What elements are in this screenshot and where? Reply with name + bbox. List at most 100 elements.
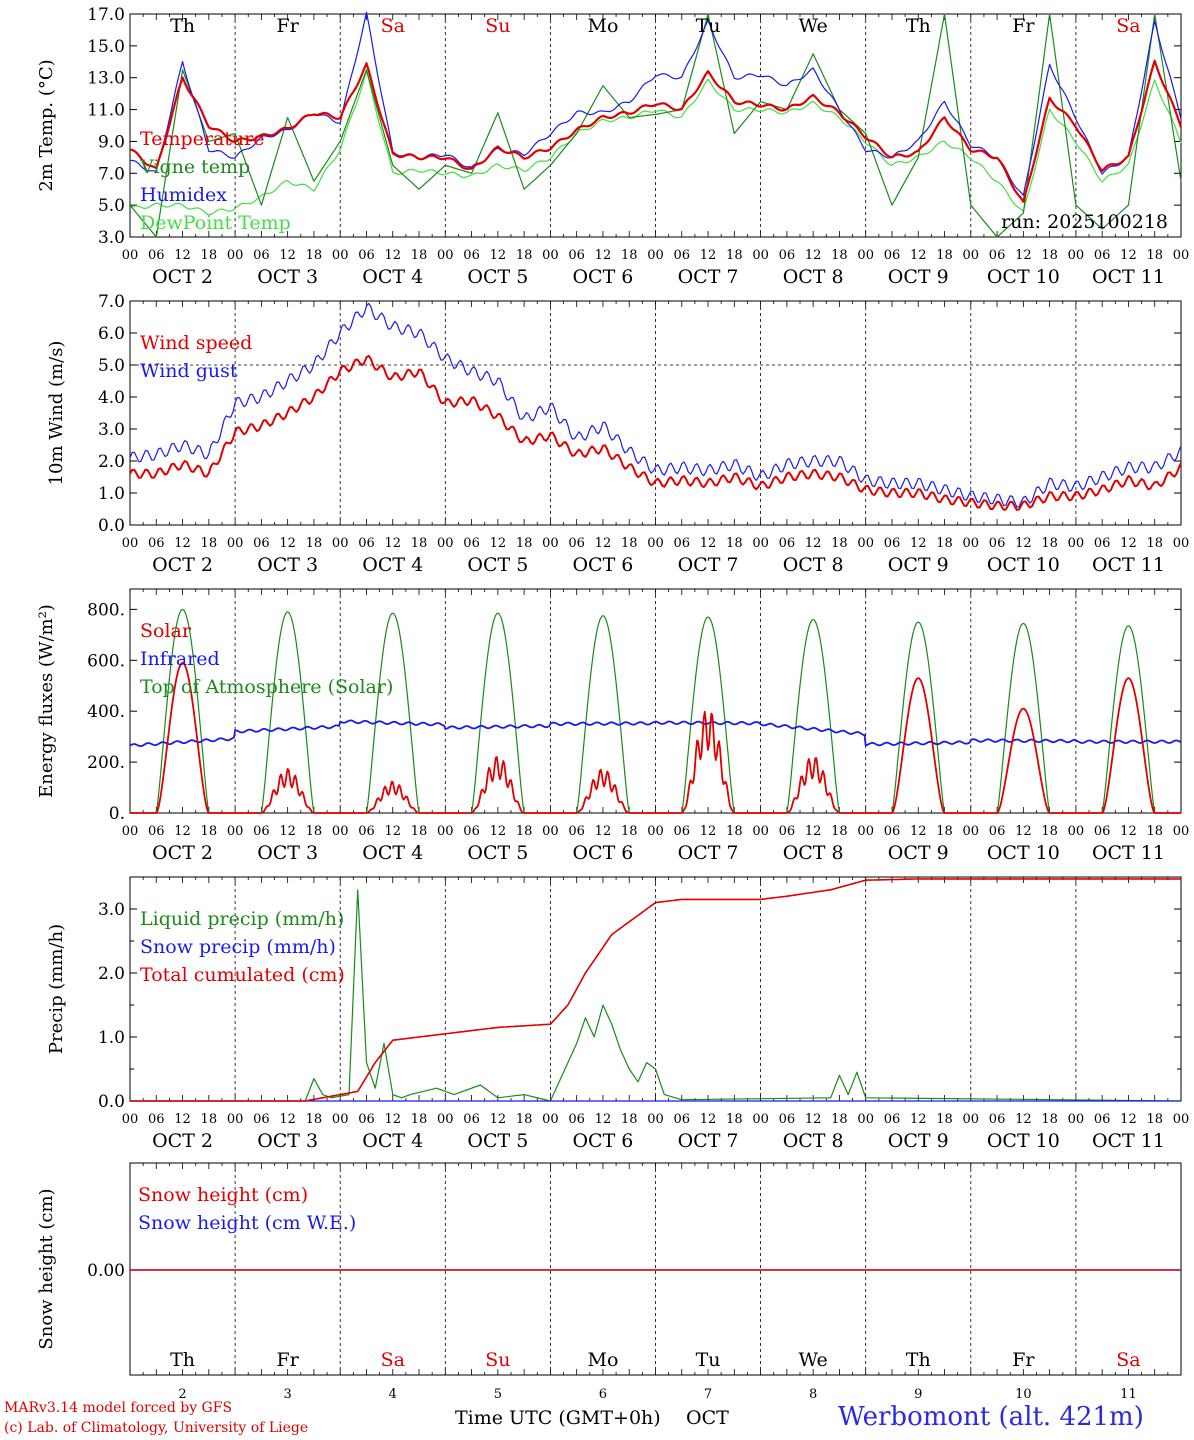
hour-tick-label: 00	[963, 1112, 980, 1127]
y-tick-label: 200.	[87, 753, 125, 773]
day-label: OCT 3	[257, 554, 318, 576]
hour-tick-label: 06	[884, 536, 901, 551]
hour-tick-label: 12	[1015, 1112, 1032, 1127]
hour-tick-label: 12	[805, 1112, 822, 1127]
hour-tick-label: 06	[989, 536, 1006, 551]
hour-tick-label: 18	[1146, 248, 1163, 263]
hour-tick-label: 00	[227, 536, 244, 551]
hour-tick-label: 06	[1094, 536, 1111, 551]
series-temperature	[129, 59, 1183, 203]
hour-tick-label: 06	[989, 248, 1006, 263]
y-tick-label: 2.0	[98, 452, 125, 472]
day-label: OCT 3	[257, 1130, 318, 1152]
weekday-label: Fr	[277, 1349, 300, 1371]
weekday-label: Fr	[1012, 1349, 1035, 1371]
hour-tick-label: 12	[910, 248, 927, 263]
hour-tick-label: 06	[358, 824, 375, 839]
y-tick-label: 0.00	[87, 1261, 125, 1281]
day-label: OCT 6	[572, 842, 633, 864]
series-vigne-temp	[129, 13, 1182, 238]
weekday-label: We	[799, 1349, 828, 1371]
hour-tick-label: 06	[148, 1112, 165, 1127]
hour-tick-label: 12	[174, 536, 191, 551]
hour-tick-label: 18	[201, 1112, 218, 1127]
credit-model: MARv3.14 model forced by GFS	[4, 1400, 233, 1416]
legend-snow-precip-mm-h-: Snow precip (mm/h)	[140, 936, 336, 958]
legend-top-of-atmosphere-solar-: Top of Atmosphere (Solar)	[140, 676, 393, 698]
hour-tick-label: 12	[595, 1112, 612, 1127]
hour-tick-label: 00	[857, 1112, 874, 1127]
hour-tick-label: 18	[726, 824, 743, 839]
hour-tick-label: 06	[253, 536, 270, 551]
y-tick-label: 0.0	[98, 1092, 125, 1112]
hour-tick-label: 12	[279, 824, 296, 839]
hour-tick-label: 18	[411, 1112, 428, 1127]
hour-tick-label: 00	[437, 248, 454, 263]
day-label: OCT 9	[888, 266, 949, 288]
hour-tick-label: 12	[1015, 824, 1032, 839]
hour-tick-label: 06	[989, 824, 1006, 839]
hour-tick-label: 00	[1173, 248, 1190, 263]
hour-tick-label: 18	[1041, 1112, 1058, 1127]
day-label: OCT 5	[467, 842, 528, 864]
hour-tick-label: 06	[463, 536, 480, 551]
weekday-label: Mo	[587, 1349, 618, 1371]
hour-tick-label: 12	[1015, 536, 1032, 551]
hour-tick-label: 18	[831, 536, 848, 551]
hour-tick-label: 12	[174, 824, 191, 839]
series-wind-gust	[129, 302, 1182, 508]
day-label: OCT 7	[678, 1130, 739, 1152]
day-label: OCT 8	[783, 554, 844, 576]
hour-tick-label: 00	[122, 536, 139, 551]
hour-tick-label: 00	[227, 1112, 244, 1127]
hour-tick-label: 18	[306, 1112, 323, 1127]
hour-tick-label: 00	[647, 536, 664, 551]
x-axis-title: Time UTC (GMT+0h)	[455, 1407, 661, 1429]
hour-tick-label: 12	[700, 1112, 717, 1127]
hour-tick-label: 06	[463, 824, 480, 839]
hour-tick-label: 18	[936, 536, 953, 551]
day-label: OCT 5	[467, 266, 528, 288]
day-label: OCT 6	[572, 1130, 633, 1152]
y-axis-label: Precip (mm/h)	[46, 924, 67, 1054]
y-tick-label: 1.0	[98, 1028, 125, 1048]
hour-tick-label: 06	[1094, 824, 1111, 839]
hour-tick-label: 12	[490, 248, 507, 263]
y-tick-label: 4.0	[98, 388, 125, 408]
hour-tick-label: 12	[910, 824, 927, 839]
day-label: OCT 10	[987, 1130, 1060, 1152]
hour-tick-label: 06	[568, 536, 585, 551]
day-label: OCT 3	[257, 842, 318, 864]
hour-tick-label: 18	[831, 1112, 848, 1127]
y-tick-label: 3.0	[98, 900, 125, 920]
weekday-label: Fr	[277, 15, 300, 37]
hour-tick-label: 18	[831, 248, 848, 263]
weekday-label: Fr	[1012, 15, 1035, 37]
legend-dewpoint-temp: DewPoint Temp	[140, 212, 291, 234]
y-tick-label: 5.0	[98, 356, 125, 376]
y-tick-label: 17.0	[87, 5, 125, 25]
hour-tick-label: 18	[1041, 536, 1058, 551]
hour-tick-label: 12	[279, 536, 296, 551]
hour-tick-label: 12	[910, 1112, 927, 1127]
credit-lab: (c) Lab. of Climatology, University of L…	[4, 1420, 309, 1436]
hour-tick-label: 18	[201, 248, 218, 263]
legend-solar: Solar	[140, 620, 192, 642]
day-label: OCT 3	[257, 266, 318, 288]
hour-tick-label: 00	[752, 536, 769, 551]
day-label: OCT 11	[1092, 1130, 1165, 1152]
hour-tick-label: 18	[201, 536, 218, 551]
hour-tick-label: 00	[963, 824, 980, 839]
hour-tick-label: 00	[752, 824, 769, 839]
hour-tick-label: 00	[647, 1112, 664, 1127]
day-label: OCT 2	[152, 266, 213, 288]
hour-tick-label: 18	[936, 248, 953, 263]
day-number-label: 8	[809, 1387, 817, 1402]
hour-tick-label: 00	[1173, 1112, 1190, 1127]
day-label: OCT 10	[987, 266, 1060, 288]
hour-tick-label: 12	[384, 536, 401, 551]
hour-tick-label: 18	[1146, 824, 1163, 839]
hour-tick-label: 18	[621, 1112, 638, 1127]
hour-tick-label: 06	[674, 1112, 691, 1127]
day-number-label: 2	[178, 1387, 186, 1402]
